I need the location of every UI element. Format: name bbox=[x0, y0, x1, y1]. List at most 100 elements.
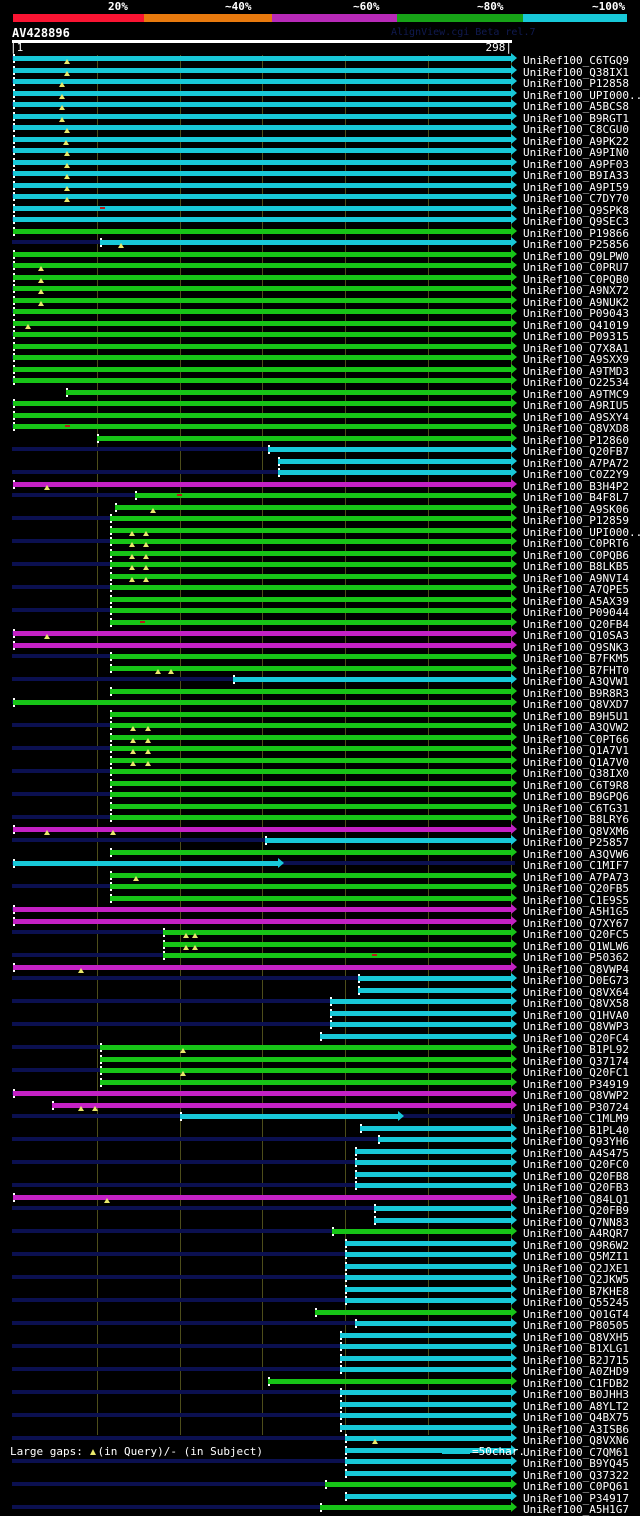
hit-label[interactable]: UniRef100_P34919 bbox=[523, 1077, 629, 1091]
hit-bar[interactable] bbox=[13, 861, 278, 866]
hit-bar[interactable] bbox=[340, 1401, 511, 1407]
hit-label[interactable]: UniRef100_Q20FB9 bbox=[523, 1204, 629, 1217]
hit-row[interactable]: UniRef100_Q8VXH5 bbox=[0, 1329, 640, 1343]
hit-bar[interactable] bbox=[110, 792, 511, 797]
hit-label[interactable]: UniRef100_Q38IX1 bbox=[523, 65, 629, 79]
hit-bar[interactable] bbox=[355, 1183, 511, 1188]
hit-label[interactable]: UniRef100_B9H5U1 bbox=[523, 709, 629, 723]
hit-row[interactable]: UniRef100_A9RIU5 bbox=[0, 398, 640, 411]
hit-bar[interactable] bbox=[13, 964, 511, 970]
hit-bar[interactable] bbox=[13, 171, 511, 176]
hit-bar[interactable] bbox=[13, 700, 511, 705]
hit-bar[interactable] bbox=[52, 1102, 511, 1108]
hit-label[interactable]: UniRef100_Q9R6W2 bbox=[523, 1238, 629, 1252]
hit-row[interactable]: UniRef100_B7FKM5 bbox=[0, 651, 640, 664]
hit-row[interactable]: UniRef100_Q7NN83 bbox=[0, 1214, 640, 1228]
hit-row[interactable]: UniRef100_Q10SA3 bbox=[0, 628, 640, 641]
hit-label[interactable]: UniRef100_B1XLG1 bbox=[523, 1342, 629, 1355]
hit-row[interactable]: UniRef100_UPI000.. bbox=[0, 87, 640, 101]
hit-bar[interactable] bbox=[13, 309, 511, 314]
hit-bar[interactable] bbox=[332, 1229, 511, 1234]
hit-row[interactable]: UniRef100_P50362 bbox=[0, 950, 640, 963]
hit-label[interactable]: UniRef100_A5BCS8 bbox=[523, 100, 629, 113]
hit-label[interactable]: UniRef100_P12858 bbox=[523, 77, 629, 90]
hit-bar[interactable] bbox=[110, 665, 511, 671]
hit-bar[interactable] bbox=[163, 953, 511, 958]
hit-label[interactable]: UniRef100_B9RGT1 bbox=[523, 111, 629, 125]
hit-label[interactable]: UniRef100_O22534 bbox=[523, 376, 629, 389]
hit-bar[interactable] bbox=[358, 976, 511, 981]
hit-bar[interactable] bbox=[340, 1332, 511, 1338]
hit-bar[interactable] bbox=[100, 1068, 511, 1073]
hit-bar[interactable] bbox=[340, 1367, 511, 1372]
hit-row[interactable]: UniRef100_B9H5U1 bbox=[0, 708, 640, 723]
hit-label[interactable]: UniRef100_Q8VX64 bbox=[523, 985, 629, 999]
hit-bar[interactable] bbox=[13, 297, 511, 303]
hit-row[interactable]: UniRef100_P30724 bbox=[0, 1099, 640, 1113]
hit-bar[interactable] bbox=[355, 1148, 511, 1154]
hit-label[interactable]: UniRef100_P12859 bbox=[523, 514, 629, 527]
hit-label[interactable]: UniRef100_A3ISB6 bbox=[523, 1422, 629, 1436]
hit-row[interactable]: UniRef100_P09043 bbox=[0, 306, 640, 320]
hit-label[interactable]: UniRef100_B4F8L7 bbox=[523, 491, 629, 504]
hit-label[interactable]: UniRef100_Q2JXE1 bbox=[523, 1261, 629, 1275]
hit-label[interactable]: UniRef100_A8YLT2 bbox=[523, 1399, 629, 1413]
hit-bar[interactable] bbox=[360, 1125, 511, 1131]
hit-bar[interactable] bbox=[13, 286, 511, 291]
hit-bar[interactable] bbox=[110, 815, 511, 820]
hit-bar[interactable] bbox=[340, 1413, 511, 1418]
hit-bar[interactable] bbox=[345, 1263, 511, 1269]
hit-row[interactable]: UniRef100_UPI000.. bbox=[0, 524, 640, 538]
hit-row[interactable]: UniRef100_Q2JKW5 bbox=[0, 1272, 640, 1285]
hit-label[interactable]: UniRef100_Q8VX58 bbox=[523, 997, 629, 1010]
hit-bar[interactable] bbox=[100, 240, 511, 245]
hit-bar[interactable] bbox=[330, 999, 511, 1004]
hit-row[interactable]: UniRef100_D0EG73 bbox=[0, 973, 640, 986]
hit-bar[interactable] bbox=[13, 355, 511, 360]
hit-label[interactable]: UniRef100_Q20FC1 bbox=[523, 1066, 629, 1079]
hit-label[interactable]: UniRef100_Q9LPW0 bbox=[523, 249, 629, 263]
hit-label[interactable]: UniRef100_C6TGQ9 bbox=[523, 54, 629, 67]
hit-label[interactable]: UniRef100_A9NX72 bbox=[523, 284, 629, 297]
hit-bar[interactable] bbox=[135, 493, 511, 498]
hit-bar[interactable] bbox=[345, 1298, 511, 1303]
hit-label[interactable]: UniRef100_A5AX39 bbox=[523, 594, 629, 608]
hit-row[interactable]: UniRef100_Q1WLW6 bbox=[0, 938, 640, 952]
hit-row[interactable]: UniRef100_P19866 bbox=[0, 225, 640, 239]
hit-bar[interactable] bbox=[180, 1114, 398, 1119]
hit-row[interactable]: UniRef100_Q9SPK8 bbox=[0, 202, 640, 216]
hit-bar[interactable] bbox=[110, 539, 511, 544]
hit-label[interactable]: UniRef100_P09043 bbox=[523, 307, 629, 320]
hit-row[interactable]: UniRef100_A5H1G7 bbox=[0, 1502, 640, 1515]
hit-row[interactable]: UniRef100_A9NVI4 bbox=[0, 570, 640, 584]
hit-label[interactable]: UniRef100_A9SXX9 bbox=[523, 353, 629, 366]
hit-bar[interactable] bbox=[13, 217, 511, 222]
hit-bar[interactable] bbox=[13, 125, 511, 130]
hit-label[interactable]: UniRef100_Q8VWP4 bbox=[523, 962, 629, 976]
hit-row[interactable]: UniRef100_C0PT66 bbox=[0, 731, 640, 745]
hit-bar[interactable] bbox=[13, 90, 511, 96]
hit-bar[interactable] bbox=[268, 447, 511, 452]
hit-row[interactable]: UniRef100_Q1HVA0 bbox=[0, 1007, 640, 1021]
hit-label[interactable]: UniRef100_Q4BX75 bbox=[523, 1411, 629, 1424]
hit-row[interactable]: UniRef100_C6TG31 bbox=[0, 800, 640, 814]
hit-label[interactable]: UniRef100_B1PL40 bbox=[523, 1123, 629, 1137]
hit-bar[interactable] bbox=[13, 79, 511, 84]
hit-row[interactable]: UniRef100_B9GPQ6 bbox=[0, 789, 640, 802]
hit-label[interactable]: UniRef100_Q37322 bbox=[523, 1468, 629, 1482]
hit-bar[interactable] bbox=[13, 378, 511, 383]
hit-bar[interactable] bbox=[110, 723, 511, 728]
hit-label[interactable]: UniRef100_Q20FB7 bbox=[523, 445, 629, 458]
hit-bar[interactable] bbox=[13, 907, 511, 912]
hit-row[interactable]: UniRef100_C0PRT6 bbox=[0, 536, 640, 549]
hit-bar[interactable] bbox=[100, 1045, 511, 1050]
hit-label[interactable]: UniRef100_Q9SNK3 bbox=[523, 640, 629, 654]
hit-row[interactable]: UniRef100_P25857 bbox=[0, 835, 640, 848]
hit-row[interactable]: UniRef100_A3QVW2 bbox=[0, 720, 640, 733]
hit-label[interactable]: UniRef100_A9SXY4 bbox=[523, 410, 629, 424]
hit-label[interactable]: UniRef100_A7PA72 bbox=[523, 456, 629, 470]
hit-bar[interactable] bbox=[13, 251, 511, 257]
hit-row[interactable]: UniRef100_Q20FB8 bbox=[0, 1168, 640, 1183]
hit-bar[interactable] bbox=[110, 654, 511, 659]
hit-label[interactable]: UniRef100_Q20FB8 bbox=[523, 1169, 629, 1183]
